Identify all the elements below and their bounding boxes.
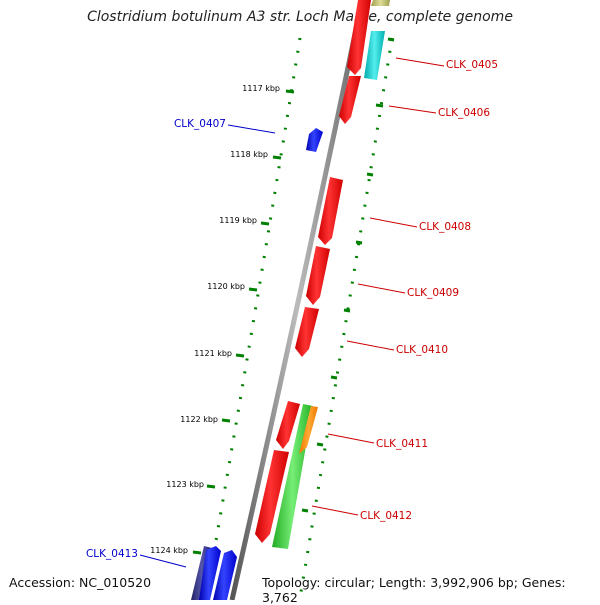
map-title: Clostridium botulinum A3 str. Loch Maree… (87, 9, 513, 25)
kbp-label-1120: 1120 kbp (207, 282, 245, 291)
feature-blue-bottom[interactable] (213, 550, 237, 600)
gene-label-clk0411[interactable]: CLK_0411 (376, 438, 428, 450)
kbp-label-1123: 1123 kbp (166, 480, 204, 489)
leader-clk0405 (395, 57, 445, 67)
leader-clk0408 (369, 217, 418, 228)
gene-clk0411[interactable] (276, 401, 300, 449)
gene-label-clk0405[interactable]: CLK_0405 (446, 59, 498, 71)
scale-ring-inner (204, 37, 302, 599)
kbp-label-1119: 1119 kbp (219, 216, 257, 225)
leader-clk0410 (346, 340, 395, 351)
gene-clk0407[interactable] (306, 128, 323, 152)
kbp-label-1121: 1121 kbp (194, 349, 232, 358)
gene-label-clk0413[interactable]: CLK_0413 (86, 548, 138, 560)
gene-label-clk0412[interactable]: CLK_0412 (360, 510, 412, 522)
kbp-tick-marks (192, 89, 295, 555)
outer-ring-ticks (301, 37, 395, 513)
kbp-label-1118: 1118 kbp (230, 150, 268, 159)
gene-label-clk0406[interactable]: CLK_0406 (438, 107, 490, 119)
leader-clk0406 (388, 105, 437, 114)
scale-ring-outer (298, 37, 394, 599)
kbp-label-1122: 1122 kbp (180, 415, 218, 424)
leader-clk0407 (227, 124, 276, 134)
feature-olive-top[interactable] (371, 0, 390, 6)
genome-backbone (229, 0, 365, 600)
gene-clk0412[interactable] (255, 450, 289, 543)
leader-clk0412 (311, 505, 359, 516)
gene-clk0408[interactable] (318, 177, 343, 245)
leader-clk0411 (327, 433, 375, 444)
gene-label-clk0407[interactable]: CLK_0407 (174, 118, 226, 130)
leader-clk0413 (139, 554, 187, 568)
kbp-label-1117: 1117 kbp (242, 84, 280, 93)
gene-clk0406[interactable] (339, 76, 361, 124)
gene-label-clk0410[interactable]: CLK_0410 (396, 344, 448, 356)
gene-label-clk0409[interactable]: CLK_0409 (407, 287, 459, 299)
topology-text: Topology: circular; Length: 3,992,906 bp… (262, 575, 566, 605)
kbp-label-1124: 1124 kbp (150, 546, 188, 555)
gene-clk0413[interactable] (199, 546, 221, 600)
feature-cyan[interactable] (364, 31, 385, 80)
gene-clk0410[interactable] (295, 307, 319, 357)
accession-text: Accession: NC_010520 (9, 575, 152, 590)
gene-clk0409[interactable] (306, 246, 330, 305)
feature-orange[interactable] (299, 406, 318, 454)
gene-clk0405[interactable] (347, 0, 371, 75)
gene-label-clk0408[interactable]: CLK_0408 (419, 221, 471, 233)
leader-clk0409 (357, 283, 406, 294)
